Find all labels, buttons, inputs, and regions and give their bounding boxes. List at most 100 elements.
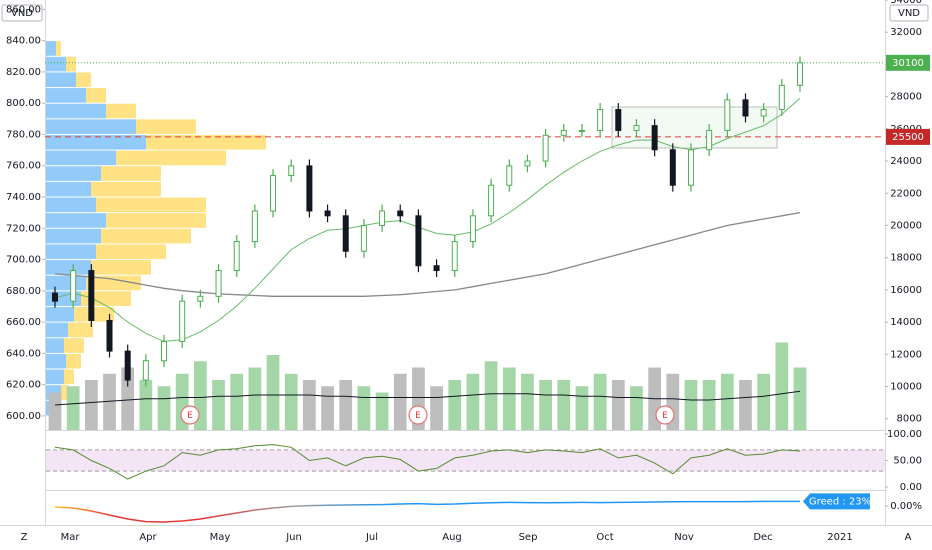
candle-body <box>651 125 658 151</box>
right-tick-label: 18000 <box>890 253 922 264</box>
profile-buy <box>46 338 64 353</box>
volume-bar <box>357 386 371 430</box>
candle-body <box>52 292 58 302</box>
candle-body <box>124 350 131 381</box>
volume-bar <box>393 373 407 430</box>
ma20-line <box>54 97 801 342</box>
volume-bar <box>466 373 480 430</box>
right-tick-label: 16000 <box>890 285 922 296</box>
profile-sell <box>66 353 81 369</box>
volume-bar <box>448 380 462 430</box>
profile-buy <box>46 353 66 369</box>
earnings-marker <box>655 405 675 425</box>
left-tick-label: 680.00 <box>6 286 41 297</box>
volume-ma <box>54 390 801 406</box>
candle-body <box>615 109 622 131</box>
profile-buy <box>46 369 64 385</box>
earnings-marker <box>180 405 200 425</box>
right-tick-label: 34000 <box>890 0 922 6</box>
candle-body <box>251 210 258 243</box>
profile-sell <box>64 369 74 385</box>
candle-body <box>560 129 567 136</box>
left-tick-label: 700.00 <box>6 255 41 266</box>
time-label: May <box>210 532 231 543</box>
volume-bar <box>720 373 734 430</box>
candle-body <box>578 129 585 132</box>
left-tick-label: 840.00 <box>6 36 41 47</box>
volume-bar <box>321 386 334 430</box>
candle-body <box>324 210 331 217</box>
volume-bar <box>284 373 298 430</box>
profile-sell <box>64 338 84 353</box>
right-unit: VND <box>898 8 920 19</box>
profile-buy <box>46 275 86 291</box>
rsi-line <box>54 444 801 480</box>
candle-body <box>597 109 604 131</box>
volume-bar <box>611 380 625 430</box>
candle-body <box>88 270 95 321</box>
profile-buy <box>46 56 66 72</box>
profile-sell <box>66 56 76 72</box>
profile-sell <box>56 41 61 56</box>
greed-line <box>54 500 800 523</box>
ma200-line <box>54 211 801 297</box>
zoom-button[interactable]: Z <box>21 532 28 543</box>
left-tick-label: 620.00 <box>6 380 41 391</box>
volume-bar <box>303 380 316 430</box>
last-price-label: 30100 <box>892 58 924 69</box>
right-tick-label: 14000 <box>890 317 922 328</box>
greed-tick-label: 0.00% <box>890 501 922 512</box>
volume-bar <box>248 367 262 430</box>
profile-buy <box>46 72 76 88</box>
earnings-label: E <box>662 411 668 421</box>
profile-buy <box>46 306 74 322</box>
left-tick-label: 780.00 <box>6 129 41 140</box>
candle-body <box>197 295 204 302</box>
volume-bar <box>684 380 698 430</box>
last-price-box <box>886 54 930 71</box>
volume-bar <box>775 342 789 430</box>
time-label: Sep <box>519 532 538 543</box>
volume-bar <box>557 380 571 430</box>
profile-sell <box>76 72 91 88</box>
left-tick-label: 800.00 <box>6 98 41 109</box>
profile-buy <box>46 181 91 197</box>
range-box <box>611 106 778 149</box>
candle-body <box>142 360 149 381</box>
right-tick-label: 22000 <box>890 188 922 199</box>
volume-bar <box>793 367 807 430</box>
profile-sell <box>106 213 206 228</box>
volume-bar <box>757 373 771 430</box>
left-tick-label: 860.00 <box>6 4 41 15</box>
profile-buy <box>46 150 116 166</box>
candle-body <box>778 84 785 111</box>
volume-bar <box>521 373 534 430</box>
candle-body <box>687 149 694 186</box>
profile-sell <box>106 103 136 119</box>
volume-bar <box>539 380 552 430</box>
candle-body <box>760 109 767 117</box>
greed-label-box <box>803 493 870 510</box>
volume-bar <box>230 373 244 430</box>
profile-buy <box>46 197 96 213</box>
profile-sell <box>91 260 151 275</box>
time-label: 2021 <box>827 532 852 543</box>
candle-body <box>724 99 731 131</box>
left-tick-label: 720.00 <box>6 223 41 234</box>
candle-body <box>70 270 77 302</box>
volume-bar <box>502 367 516 430</box>
left-tick-label: 740.00 <box>6 192 41 203</box>
rsi-band <box>46 449 885 472</box>
right-tick-label: 12000 <box>890 349 922 360</box>
candle-body <box>161 340 168 362</box>
profile-sell <box>96 244 166 260</box>
right-tick-label: 10000 <box>890 382 922 393</box>
auto-button[interactable]: A <box>905 532 912 543</box>
volume-bar <box>575 386 589 430</box>
profile-sell <box>101 228 191 244</box>
right-tick-label: 32000 <box>890 27 922 38</box>
volume-bar <box>212 380 225 430</box>
candle-body <box>542 134 549 162</box>
right-tick-label: 8000 <box>897 414 922 425</box>
profile-buy <box>46 88 86 103</box>
